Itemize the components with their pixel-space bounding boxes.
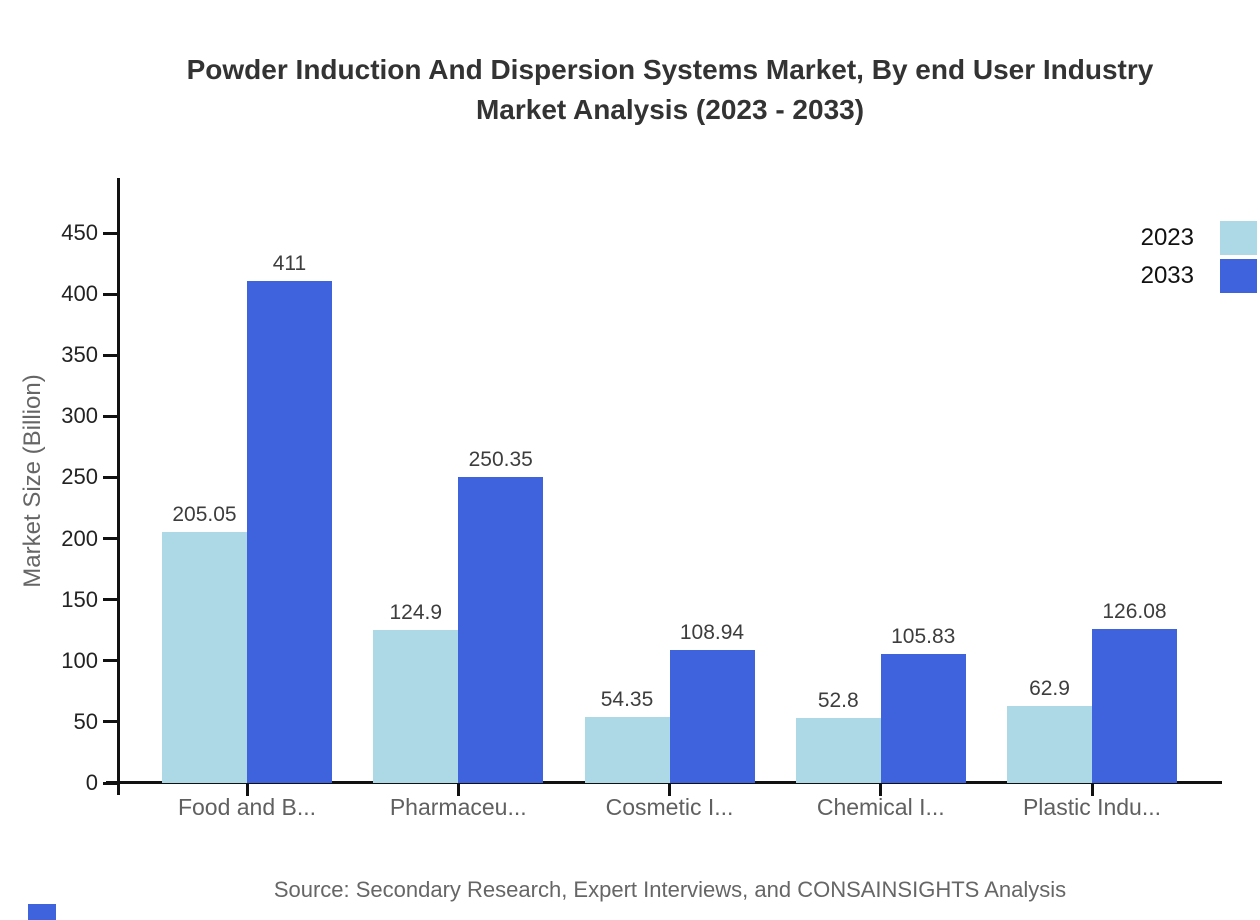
bar-2023-1	[373, 630, 459, 783]
chart-title-line1: Powder Induction And Dispersion Systems …	[186, 54, 1154, 85]
y-tick-label: 350	[61, 342, 98, 368]
value-label: 126.08	[1102, 599, 1167, 623]
value-label: 108.94	[679, 620, 745, 644]
y-tick	[103, 414, 118, 418]
bar-2033-1	[458, 477, 544, 783]
y-tick	[103, 598, 118, 602]
y-tick-label: 0	[85, 770, 98, 795]
x-tick	[879, 783, 883, 796]
bar-2023-3	[795, 718, 881, 783]
x-tick	[668, 783, 671, 796]
bar-2023-4	[1007, 706, 1092, 783]
value-label: 105.83	[891, 624, 956, 648]
legend-item: 2023	[1141, 221, 1257, 255]
x-category-label: Cosmetic I...	[605, 794, 734, 820]
legend-swatch-2023	[1220, 221, 1257, 255]
x-tick	[456, 783, 460, 796]
value-label: 124.9	[389, 601, 443, 625]
bar-2033-3	[880, 653, 966, 783]
source-note: Source: Secondary Research, Expert Inter…	[273, 877, 1067, 902]
y-tick	[103, 537, 118, 541]
value-label: 52.8	[817, 689, 859, 713]
bar-2033-0	[247, 280, 332, 783]
x-category-label: Pharmaceu...	[389, 794, 527, 820]
value-label: 62.9	[1029, 677, 1070, 701]
y-tick	[103, 353, 118, 357]
x-category-label: Plastic Indu...	[1022, 794, 1162, 820]
legend: 2023 2033	[1141, 221, 1257, 297]
y-tick-label: 50	[73, 708, 98, 734]
y-tick	[103, 781, 118, 785]
y-tick-label: 250	[61, 464, 98, 490]
legend-item: 2033	[1141, 259, 1257, 293]
value-label: 250.35	[468, 448, 533, 472]
y-tick-label: 400	[61, 281, 98, 307]
legend-swatch-2033	[1220, 259, 1257, 293]
brand-mark	[28, 904, 56, 920]
y-tick-label: 150	[61, 586, 98, 612]
y-tick	[103, 720, 118, 724]
y-axis-line	[117, 178, 120, 795]
y-tick-label: 300	[61, 403, 98, 429]
x-tick	[245, 783, 249, 796]
bar-2033-2	[669, 649, 755, 783]
y-tick-label: 100	[61, 647, 98, 673]
legend-label: 2033	[1140, 262, 1194, 289]
y-tick	[103, 231, 118, 235]
legend-label: 2023	[1140, 224, 1194, 251]
y-tick	[103, 292, 118, 296]
bar-2023-2	[584, 716, 670, 783]
y-tick-label: 200	[61, 525, 98, 551]
bar-2033-4	[1092, 628, 1177, 783]
value-label: 411	[272, 251, 307, 275]
chart-title: Powder Induction And Dispersion Systems …	[80, 50, 1260, 130]
x-tick	[1090, 783, 1094, 796]
x-category-label: Chemical I...	[816, 794, 945, 820]
value-label: 54.35	[600, 687, 654, 711]
y-tick	[103, 659, 118, 663]
value-label: 205.05	[172, 503, 237, 527]
y-tick	[103, 475, 118, 479]
y-tick-label: 450	[61, 220, 98, 245]
x-category-label: Food and B...	[177, 794, 317, 820]
bar-2023-0	[162, 532, 247, 783]
chart-title-line2: Market Analysis (2023 - 2033)	[475, 94, 865, 125]
